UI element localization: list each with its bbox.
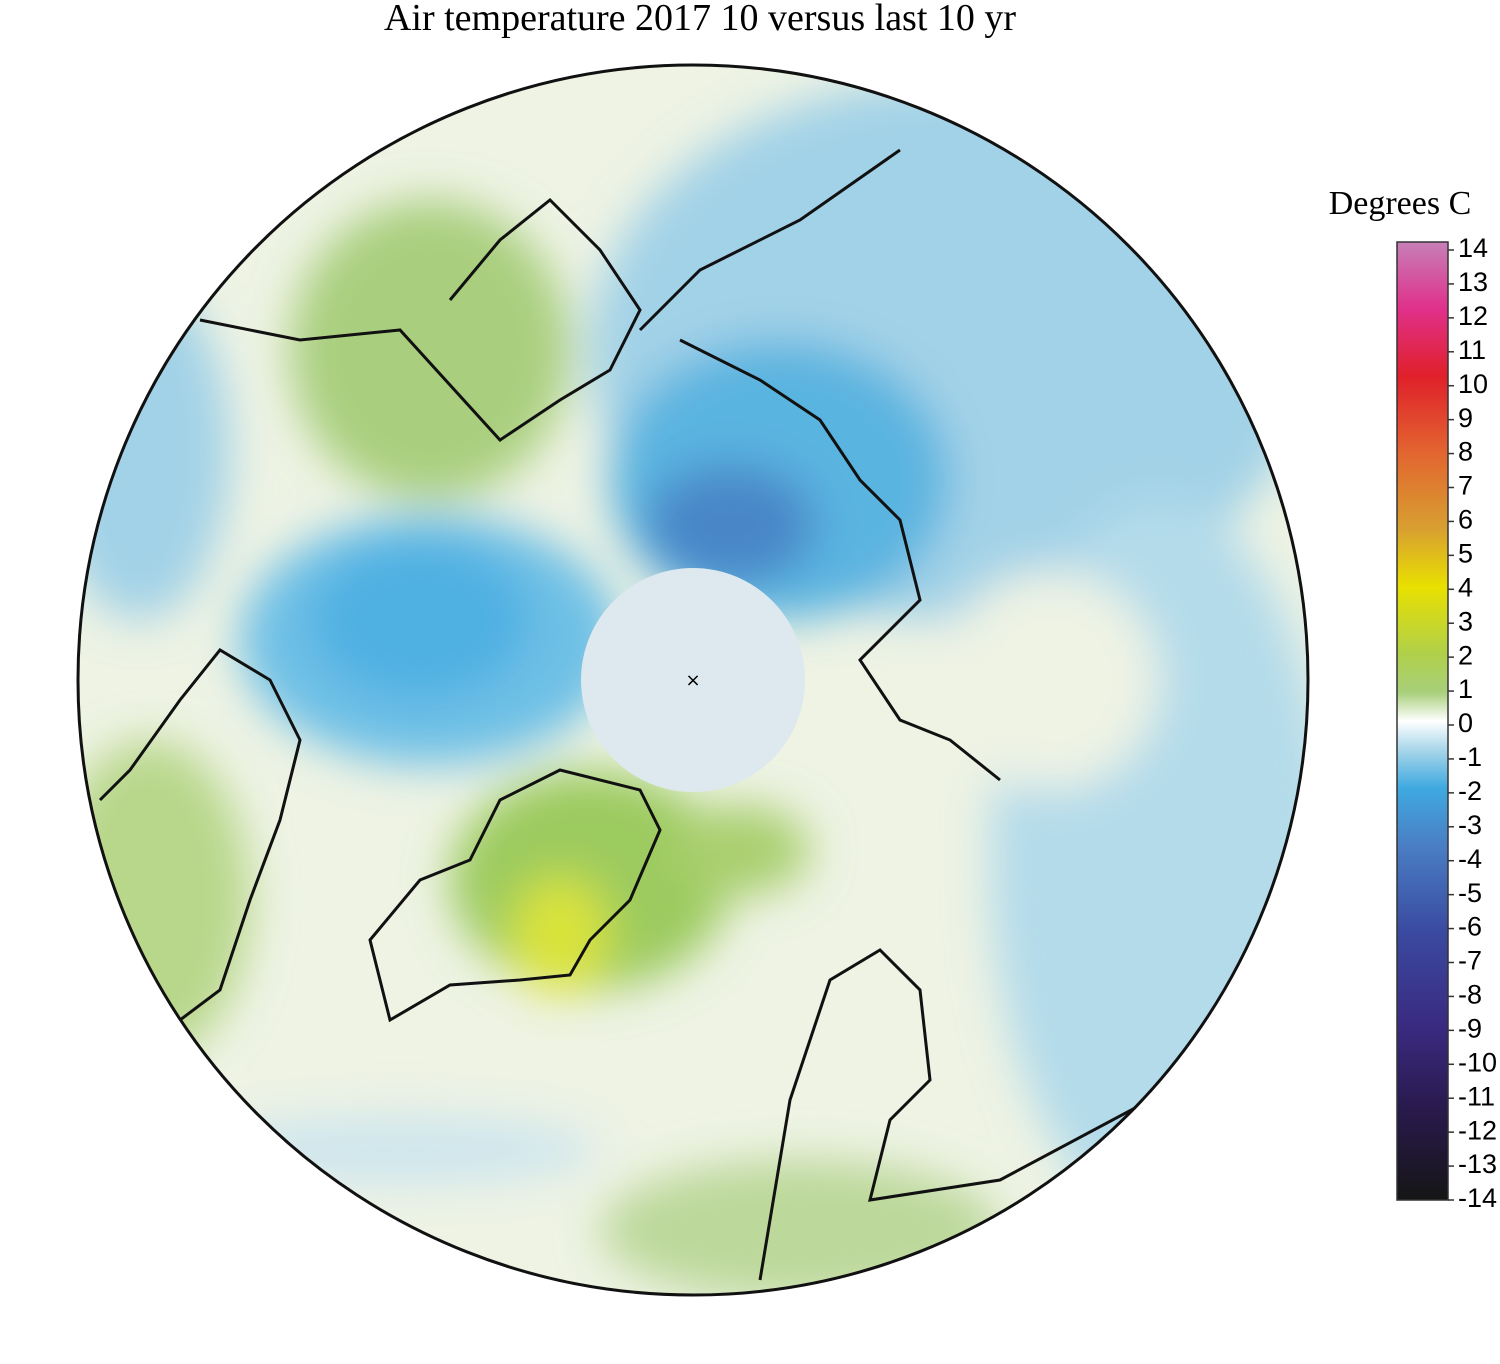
colorbar-tick-label: -5 [1458, 878, 1482, 908]
archipelago-colder [310, 540, 530, 700]
colorbar-tick-label: 6 [1458, 505, 1473, 535]
colorbar-tick-label: 7 [1458, 471, 1473, 501]
colorbar-tick-label: -12 [1458, 1115, 1497, 1145]
colorbar-tick-label: 14 [1458, 233, 1488, 263]
europe-coast [758, 948, 1151, 1281]
globe-outline [76, 63, 1310, 1297]
alaska-warm [290, 200, 570, 500]
colorbar-tick-label: -11 [1458, 1081, 1495, 1111]
europe-warm [600, 1160, 1000, 1295]
colorbar-tick-label: 13 [1458, 267, 1488, 297]
colorbar-tick-label: -1 [1458, 742, 1482, 772]
greenland-warmest [510, 875, 610, 995]
canada-warm [78, 740, 250, 1060]
colorbar-tick-label: 8 [1458, 437, 1473, 467]
colorbar-tick-label: 0 [1458, 708, 1473, 738]
colorbar-tick-label: -4 [1458, 844, 1482, 874]
colorbar-tick-label: -6 [1458, 912, 1482, 942]
colorbar-tick-label: -9 [1458, 1013, 1482, 1043]
pacific-cold [78, 280, 230, 620]
colorbar-label: Degrees C [1329, 185, 1472, 222]
svalbard-warm [670, 805, 810, 895]
map-title: Air temperature 2017 10 versus last 10 y… [384, 0, 1016, 39]
colorbar-tick-label: 4 [1458, 572, 1473, 602]
pole-hole [581, 568, 805, 792]
colorbar-tick-label: 9 [1458, 403, 1473, 433]
greenland-coast [368, 768, 662, 1023]
colorbar-tick-label: 2 [1458, 640, 1473, 670]
pole-marker: × [685, 670, 700, 691]
colorbar-tick-label: -14 [1458, 1183, 1497, 1213]
colorbar-tick-label: 3 [1458, 606, 1473, 636]
colorbar-tick-label: -2 [1458, 776, 1482, 806]
colorbar-tick-label: 1 [1458, 674, 1473, 704]
atlantic-cool [200, 1115, 600, 1185]
canada-coast [98, 648, 302, 1022]
alaska-coast [199, 197, 642, 442]
colorbar-tick-label: -3 [1458, 810, 1482, 840]
colorbar-tick-label: 10 [1458, 369, 1488, 399]
colorbar-tick-label: -8 [1458, 980, 1482, 1010]
colorbar-tick-label: -7 [1458, 946, 1482, 976]
arctic-coldest [645, 465, 815, 585]
anomaly-field [78, 65, 1308, 1295]
siberia-coast [638, 148, 1001, 782]
colorbar [1396, 241, 1449, 1201]
colorbar-tick-label: 5 [1458, 538, 1473, 568]
colorbar-tick-label: 11 [1458, 335, 1486, 365]
colorbar-tick-label: 12 [1458, 301, 1488, 331]
colorbar-tick-label: -13 [1458, 1149, 1497, 1179]
colorbar-ticks: 14131211109876543210-1-2-3-4-5-6-7-8-9-1… [1448, 233, 1497, 1213]
asia-neutral [940, 570, 1160, 790]
colorbar-tick-label: -10 [1458, 1047, 1497, 1077]
